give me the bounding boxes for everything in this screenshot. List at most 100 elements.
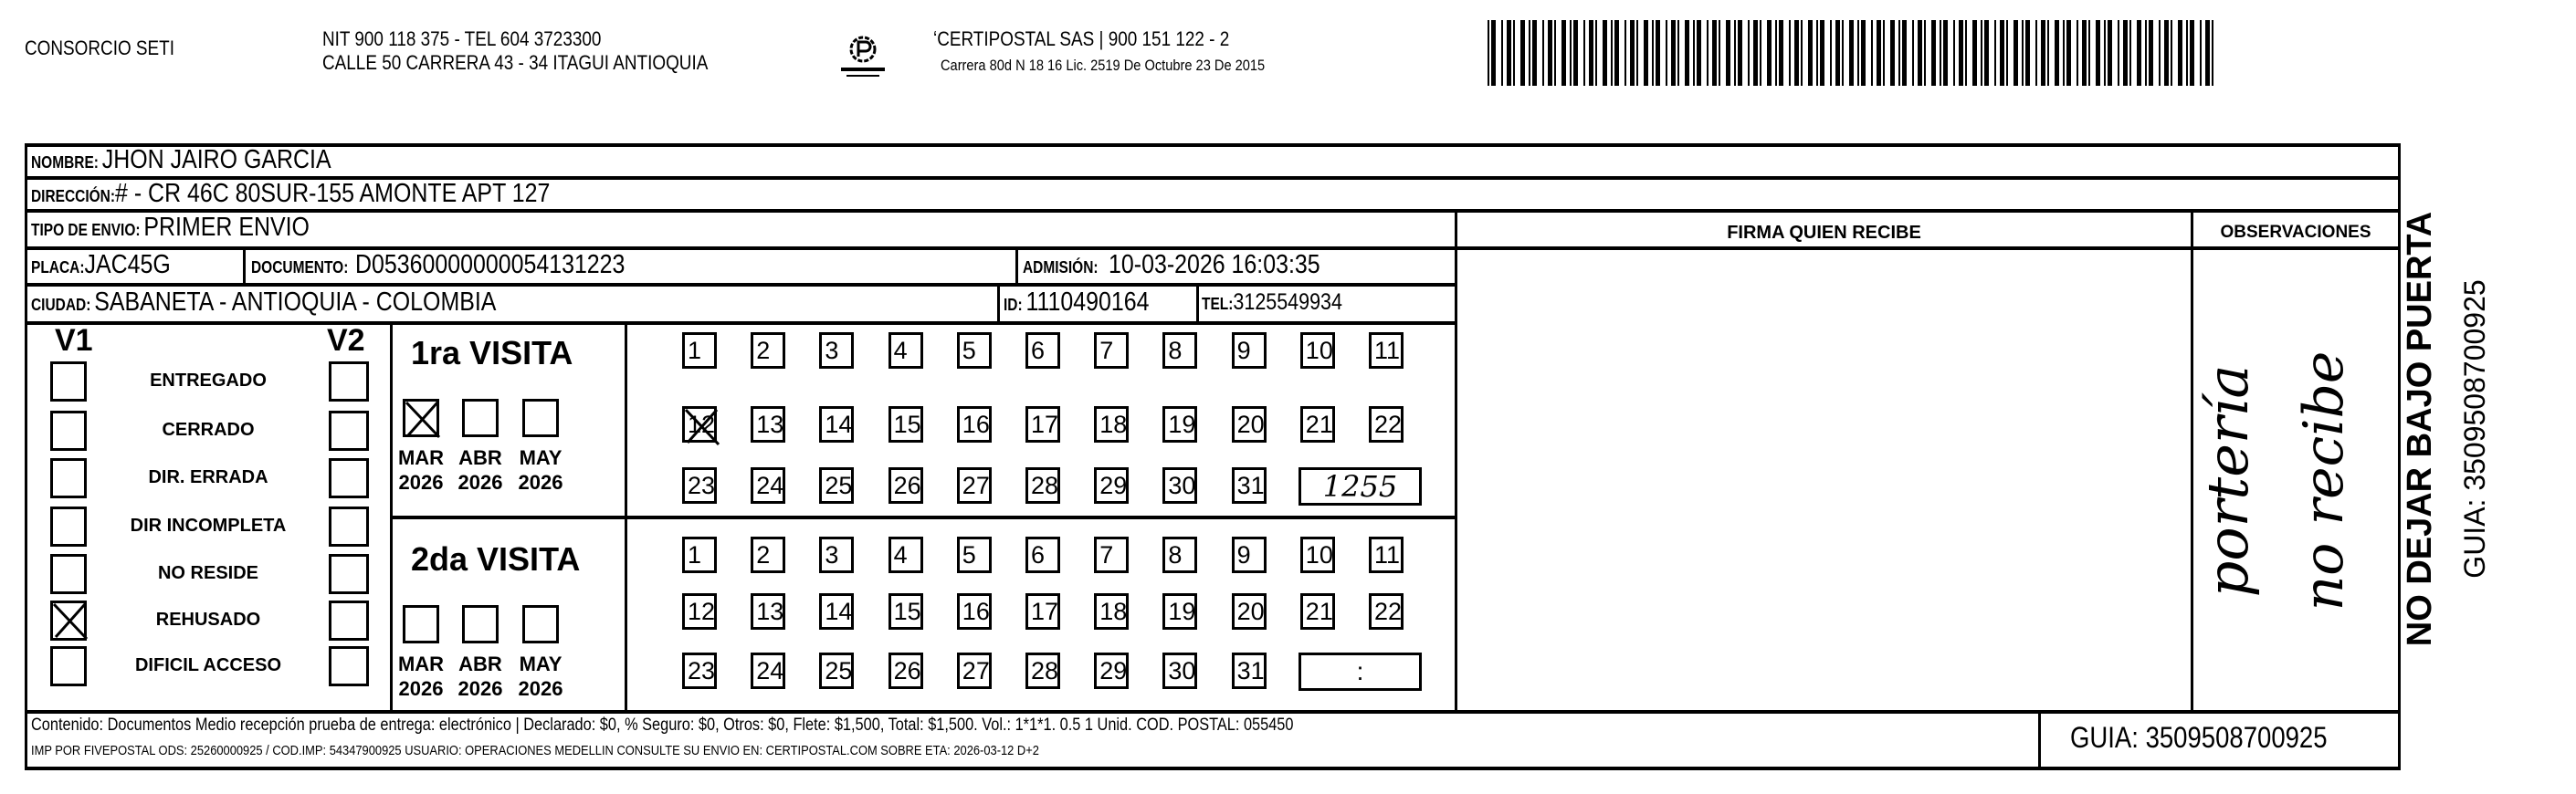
day-box[interactable]: 2 xyxy=(751,332,786,369)
day-box[interactable]: 1 xyxy=(682,332,717,369)
day-box[interactable]: 7 xyxy=(1094,537,1130,573)
day-box[interactable]: 8 xyxy=(1162,537,1198,573)
day-box[interactable]: 25 xyxy=(819,467,855,504)
barcode-bar xyxy=(1614,20,1619,86)
day-box[interactable]: 6 xyxy=(1025,332,1060,369)
day-box[interactable]: 24 xyxy=(751,467,786,504)
barcode-bar xyxy=(2077,20,2078,86)
day-box[interactable]: 20 xyxy=(1231,406,1267,443)
day-box[interactable]: 9 xyxy=(1231,332,1267,369)
day-box[interactable]: 30 xyxy=(1162,653,1198,689)
day-box[interactable]: 22 xyxy=(1369,406,1404,443)
v2-checkbox[interactable] xyxy=(329,458,369,498)
day-box[interactable]: 10 xyxy=(1299,332,1335,369)
v2-checkbox[interactable] xyxy=(329,507,369,547)
v2-checkbox[interactable] xyxy=(329,601,369,641)
v1-checkbox[interactable] xyxy=(50,646,87,686)
day-box[interactable]: 10 xyxy=(1299,537,1335,573)
day-box[interactable]: 21 xyxy=(1299,593,1335,630)
day-box[interactable]: 23 xyxy=(682,653,717,689)
month-checkbox[interactable] xyxy=(522,605,559,643)
month-checkbox[interactable] xyxy=(522,399,559,437)
day-box[interactable]: 8 xyxy=(1162,332,1198,369)
year-label: 2026 xyxy=(518,677,563,700)
day-box[interactable]: 19 xyxy=(1162,406,1198,443)
day-box[interactable]: 4 xyxy=(888,537,923,573)
day-box[interactable]: 25 xyxy=(819,653,855,689)
day-box[interactable]: 18 xyxy=(1094,406,1130,443)
day-box[interactable]: 20 xyxy=(1231,593,1267,630)
time-field[interactable]: : xyxy=(1299,653,1422,691)
day-box[interactable]: 28 xyxy=(1025,653,1060,689)
day-box[interactable]: 18 xyxy=(1094,593,1130,630)
day-box[interactable]: 1 xyxy=(682,537,717,573)
month-checkbox[interactable] xyxy=(403,399,441,439)
day-box[interactable]: 14 xyxy=(819,406,855,443)
day-box[interactable]: 6 xyxy=(1025,537,1060,573)
month-checkbox[interactable] xyxy=(462,399,499,437)
day-box[interactable]: 17 xyxy=(1025,593,1060,630)
day-box[interactable]: 22 xyxy=(1369,593,1404,630)
v1-checkbox[interactable] xyxy=(50,601,89,641)
day-box[interactable]: 5 xyxy=(956,332,992,369)
day-box[interactable]: 29 xyxy=(1094,653,1130,689)
month-checkbox[interactable] xyxy=(462,605,499,643)
v2-checkbox[interactable] xyxy=(329,554,369,594)
v2-checkbox[interactable] xyxy=(329,646,369,686)
v1-checkbox[interactable] xyxy=(50,458,87,498)
barcode-bar xyxy=(2063,20,2065,86)
day-box[interactable]: 11 xyxy=(1369,537,1404,573)
observaciones-label: OBSERVACIONES xyxy=(2220,223,2371,242)
day-box[interactable]: 7 xyxy=(1094,332,1130,369)
day-box[interactable]: 24 xyxy=(751,653,786,689)
day-box[interactable]: 3 xyxy=(819,537,855,573)
barcode-bar xyxy=(1738,20,1742,86)
day-box[interactable]: 17 xyxy=(1025,406,1060,443)
day-box[interactable]: 27 xyxy=(956,653,992,689)
time-field[interactable]: 1255 xyxy=(1299,467,1422,506)
day-box[interactable]: 9 xyxy=(1231,537,1267,573)
day-box[interactable]: 12 xyxy=(682,406,720,446)
barcode-bar xyxy=(1501,20,1503,86)
day-box[interactable]: 3 xyxy=(819,332,855,369)
day-box[interactable]: 15 xyxy=(888,593,923,630)
tipo-envio-field: TIPO DE ENVIO: PRIMER ENVIO xyxy=(31,213,310,242)
day-box[interactable]: 30 xyxy=(1162,467,1198,504)
v1-checkbox[interactable] xyxy=(50,507,87,547)
day-box[interactable]: 4 xyxy=(888,332,923,369)
barcode-bar xyxy=(1820,20,1824,86)
signature-area[interactable] xyxy=(1460,252,2189,708)
day-box[interactable]: 13 xyxy=(751,593,786,630)
day-box[interactable]: 31 xyxy=(1231,467,1267,504)
month-checkbox[interactable] xyxy=(403,605,439,643)
v2-checkbox[interactable] xyxy=(329,361,369,402)
side-warning: NO DEJAR BAJO PUERTA xyxy=(2401,211,2439,647)
day-box[interactable]: 16 xyxy=(956,593,992,630)
day-box[interactable]: 31 xyxy=(1231,653,1267,689)
year-label: 2026 xyxy=(518,471,563,494)
divider xyxy=(2398,143,2401,769)
day-box[interactable]: 14 xyxy=(819,593,855,630)
day-box[interactable]: 13 xyxy=(751,406,786,443)
day-box[interactable]: 29 xyxy=(1094,467,1130,504)
day-box[interactable]: 23 xyxy=(682,467,717,504)
day-box[interactable]: 12 xyxy=(682,593,717,630)
v1-checkbox[interactable] xyxy=(50,411,87,451)
day-box[interactable]: 19 xyxy=(1162,593,1198,630)
visit-title: 2da VISITA xyxy=(411,540,581,578)
barcode-bar xyxy=(2205,20,2210,86)
day-box[interactable]: 16 xyxy=(956,406,992,443)
day-box[interactable]: 11 xyxy=(1369,332,1404,369)
day-box[interactable]: 15 xyxy=(888,406,923,443)
day-box[interactable]: 2 xyxy=(751,537,786,573)
day-box[interactable]: 5 xyxy=(956,537,992,573)
barcode-bar xyxy=(2159,20,2161,86)
v1-checkbox[interactable] xyxy=(50,554,87,594)
day-box[interactable]: 27 xyxy=(956,467,992,504)
v1-checkbox[interactable] xyxy=(50,361,87,402)
day-box[interactable]: 26 xyxy=(888,653,923,689)
day-box[interactable]: 21 xyxy=(1299,406,1335,443)
day-box[interactable]: 28 xyxy=(1025,467,1060,504)
v2-checkbox[interactable] xyxy=(329,411,369,451)
day-box[interactable]: 26 xyxy=(888,467,923,504)
